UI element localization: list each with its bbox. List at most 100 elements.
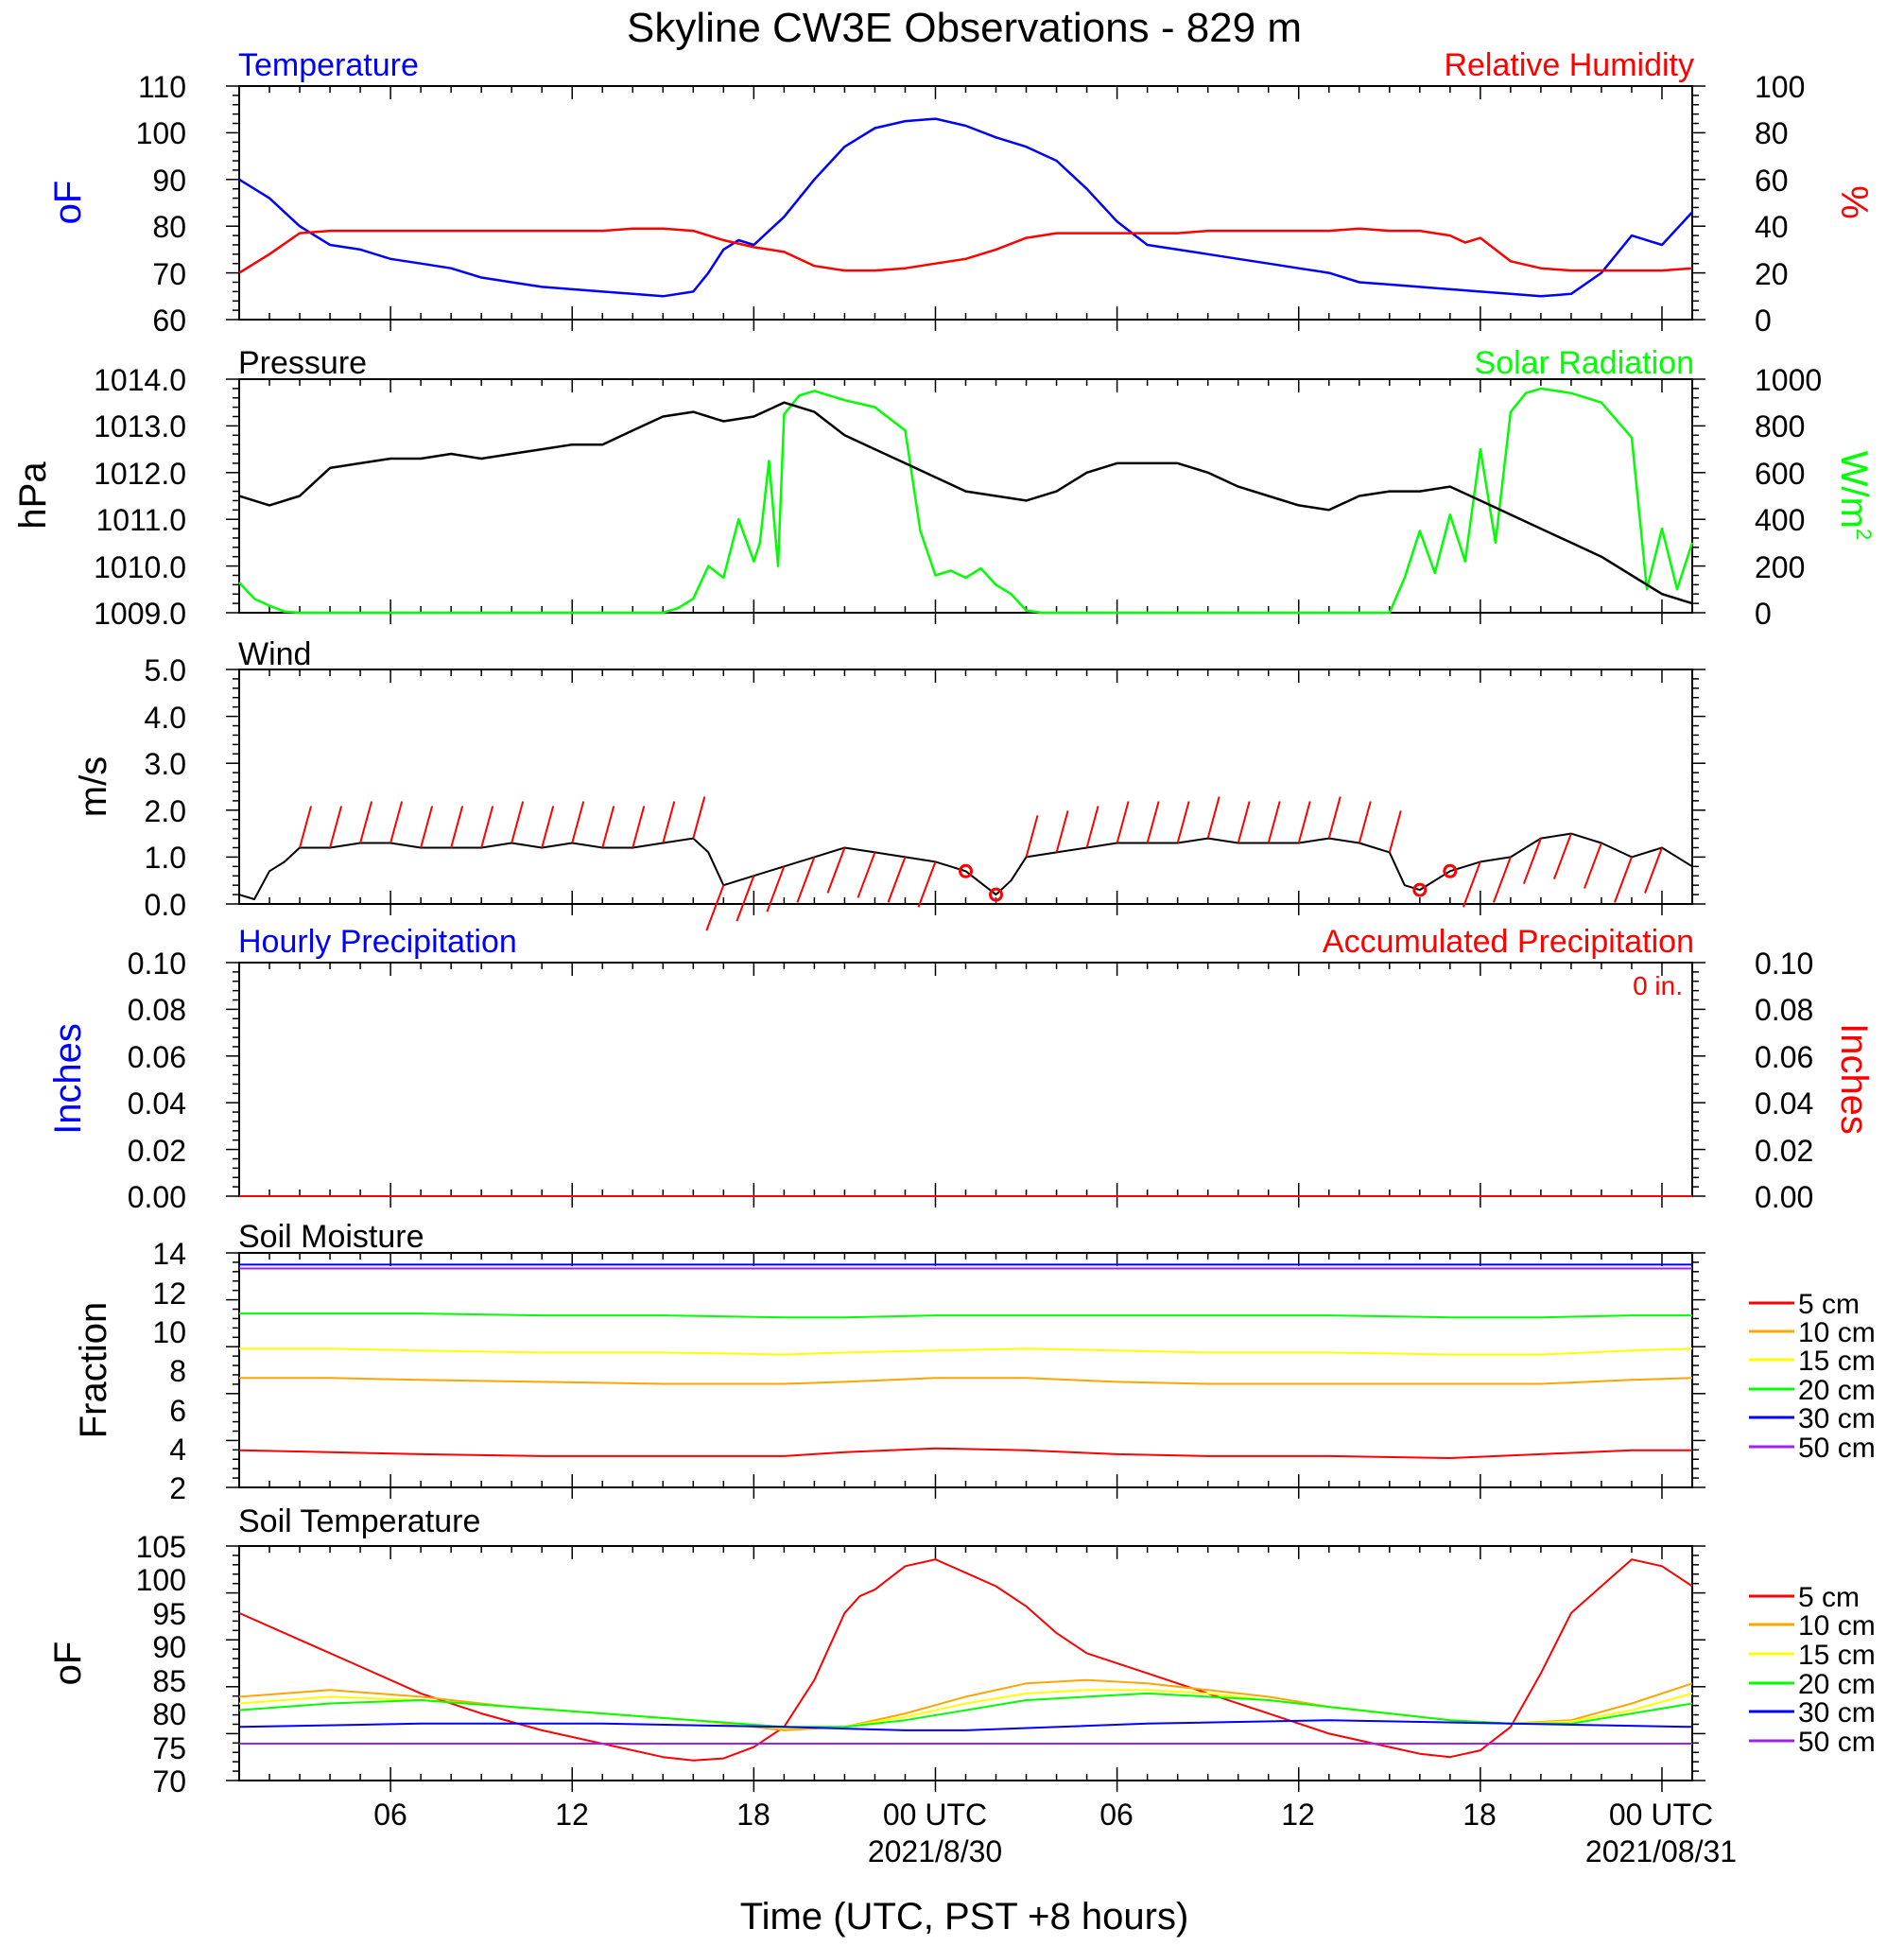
- wind-barb: [1327, 796, 1341, 839]
- y-tick-label: 0.02: [1755, 1134, 1813, 1168]
- wind-barb: [917, 861, 937, 908]
- wind-barb: [766, 865, 786, 912]
- x-tick-date: 2021/8/30: [868, 1834, 1002, 1868]
- y-tick-label: 70: [152, 257, 186, 291]
- wind-barb: [1237, 801, 1251, 843]
- wind-barb: [1116, 801, 1130, 843]
- wind-left-ticks: 0.0 1.0 2.0 3.0 4.0 5.0: [145, 653, 186, 922]
- wind-barb: [1297, 801, 1311, 843]
- wind-barb: [826, 847, 846, 894]
- temperature-axis-unit: oF: [47, 181, 89, 225]
- y-tick-label: 12: [152, 1277, 186, 1311]
- wind-barb: [1388, 810, 1402, 853]
- wind-panel: Wind m/s 0.0 1.0 2.0 3.0 4.0 5.0: [73, 636, 1693, 922]
- soil-moisture-series-line: [239, 1347, 1693, 1356]
- y-tick-label: 8: [169, 1354, 186, 1388]
- y-tick-label: 80: [152, 210, 186, 244]
- legend-label: 5 cm: [1798, 1289, 1860, 1320]
- wind-barb: [420, 806, 434, 848]
- wind-barb: [1358, 801, 1372, 843]
- accum-precip-total: 0 in.: [1633, 971, 1683, 1000]
- wind-barb: [736, 875, 755, 922]
- y-tick-label: 0.04: [128, 1086, 186, 1121]
- y-tick-label: 0.00: [1755, 1180, 1813, 1214]
- temperature-series-line: [238, 117, 1693, 298]
- x-axis-labels: 06 12 18 00 UTC 2021/8/30 06 12 18 00 UT…: [373, 1798, 1737, 1937]
- y-tick-label: 40: [1755, 210, 1789, 244]
- y-tick-label: 1011.0: [96, 503, 187, 537]
- soil-temp-series-line: [238, 1558, 1693, 1762]
- precip-panel: Hourly Precipitation Accumulated Precipi…: [47, 924, 1875, 1214]
- y-tick-label: 0.10: [128, 947, 186, 981]
- precip-left-ticks: 0.00 0.02 0.04 0.06 0.08 0.10: [128, 947, 186, 1214]
- figure-title: Skyline CW3E Observations - 829 m: [627, 5, 1302, 51]
- y-tick-label: 90: [152, 1630, 186, 1664]
- y-tick-label: 1009.0: [94, 597, 186, 631]
- legend-label: 15 cm: [1798, 1640, 1876, 1671]
- y-tick-label: 0.06: [1755, 1040, 1813, 1074]
- y-tick-label: 1010.0: [94, 550, 186, 584]
- soil-moisture-series-line: [238, 1447, 1692, 1459]
- wind-axis-unit: m/s: [73, 756, 114, 817]
- legend-label: 20 cm: [1798, 1375, 1876, 1406]
- wind-barb: [1267, 801, 1281, 843]
- x-tick-label: 00 UTC: [1609, 1798, 1713, 1832]
- y-tick-label: 85: [152, 1664, 186, 1698]
- precip-right-ticks: 0.00 0.02 0.04 0.06 0.08 0.10: [1755, 947, 1813, 1214]
- legend-label: 10 cm: [1798, 1610, 1876, 1642]
- temp-rh-panel: Temperature Relative Humidity oF % 60 70…: [47, 47, 1875, 338]
- calm-wind-marker: [959, 863, 973, 878]
- calm-wind-marker: [989, 887, 1004, 902]
- y-tick-label: 0.02: [128, 1134, 186, 1168]
- soil-temp-series-line: [238, 1719, 1693, 1731]
- y-tick-label: 1.0: [145, 841, 186, 875]
- wind-barb: [359, 801, 373, 843]
- solar-axis-unit: W/m2: [1833, 451, 1876, 540]
- wind-barb: [329, 806, 343, 848]
- wind-barb: [389, 801, 404, 843]
- wind-barb: [1552, 833, 1572, 879]
- y-tick-label: 5.0: [145, 653, 186, 687]
- y-tick-label: 800: [1755, 409, 1805, 443]
- y-tick-label: 1013.0: [94, 409, 186, 443]
- wind-barb: [1644, 847, 1663, 894]
- solar-right-ticks: 0 200 400 600 800 1000: [1755, 363, 1822, 631]
- legend-label: 30 cm: [1798, 1697, 1876, 1729]
- legend-label: 10 cm: [1798, 1317, 1876, 1348]
- humidity-axis-unit: %: [1833, 185, 1875, 219]
- x-tick-label: 06: [1099, 1798, 1134, 1832]
- hourly-precip-title: Hourly Precipitation: [238, 924, 517, 960]
- soil-moisture-panel: Soil Moisture Fraction 2 4 6 8 10 12 14 …: [73, 1219, 1876, 1505]
- data-series: [238, 117, 1694, 1762]
- y-tick-label: 400: [1755, 503, 1805, 537]
- x-tick-label: 12: [1281, 1798, 1315, 1832]
- y-tick-label: 0: [1755, 597, 1772, 631]
- y-tick-label: 200: [1755, 550, 1805, 584]
- y-tick-label: 80: [1755, 116, 1789, 150]
- y-tick-label: 0.08: [1755, 993, 1813, 1027]
- wind-barb: [1206, 796, 1220, 839]
- pressure-axis-unit: hPa: [12, 461, 54, 530]
- soil-moisture-legend: 5 cm 10 cm 15 cm 20 cm 30 cm 50 cm: [1749, 1289, 1876, 1464]
- y-tick-label: 4: [169, 1433, 186, 1467]
- y-tick-label: 105: [136, 1530, 186, 1564]
- wind-barb: [1462, 861, 1481, 908]
- pressure-series-line: [238, 401, 1693, 605]
- x-tick-label: 06: [373, 1798, 407, 1832]
- wind-barb: [1176, 801, 1190, 843]
- x-tick-label: 18: [736, 1798, 770, 1832]
- y-tick-label: 0.0: [145, 888, 186, 922]
- wind-barb: [1614, 857, 1633, 903]
- y-tick-label: 60: [1755, 164, 1789, 198]
- y-tick-label: 0.06: [128, 1040, 186, 1074]
- y-tick-label: 0: [1755, 304, 1772, 338]
- wind-barb: [1492, 857, 1512, 903]
- y-tick-label: 75: [152, 1731, 186, 1765]
- wind-barb: [1085, 806, 1099, 848]
- legend-label: 50 cm: [1798, 1727, 1876, 1758]
- temp-left-ticks: 60 70 80 90 100 110: [136, 70, 186, 338]
- calm-wind-marker: [1412, 882, 1428, 897]
- y-tick-label: 14: [152, 1237, 186, 1271]
